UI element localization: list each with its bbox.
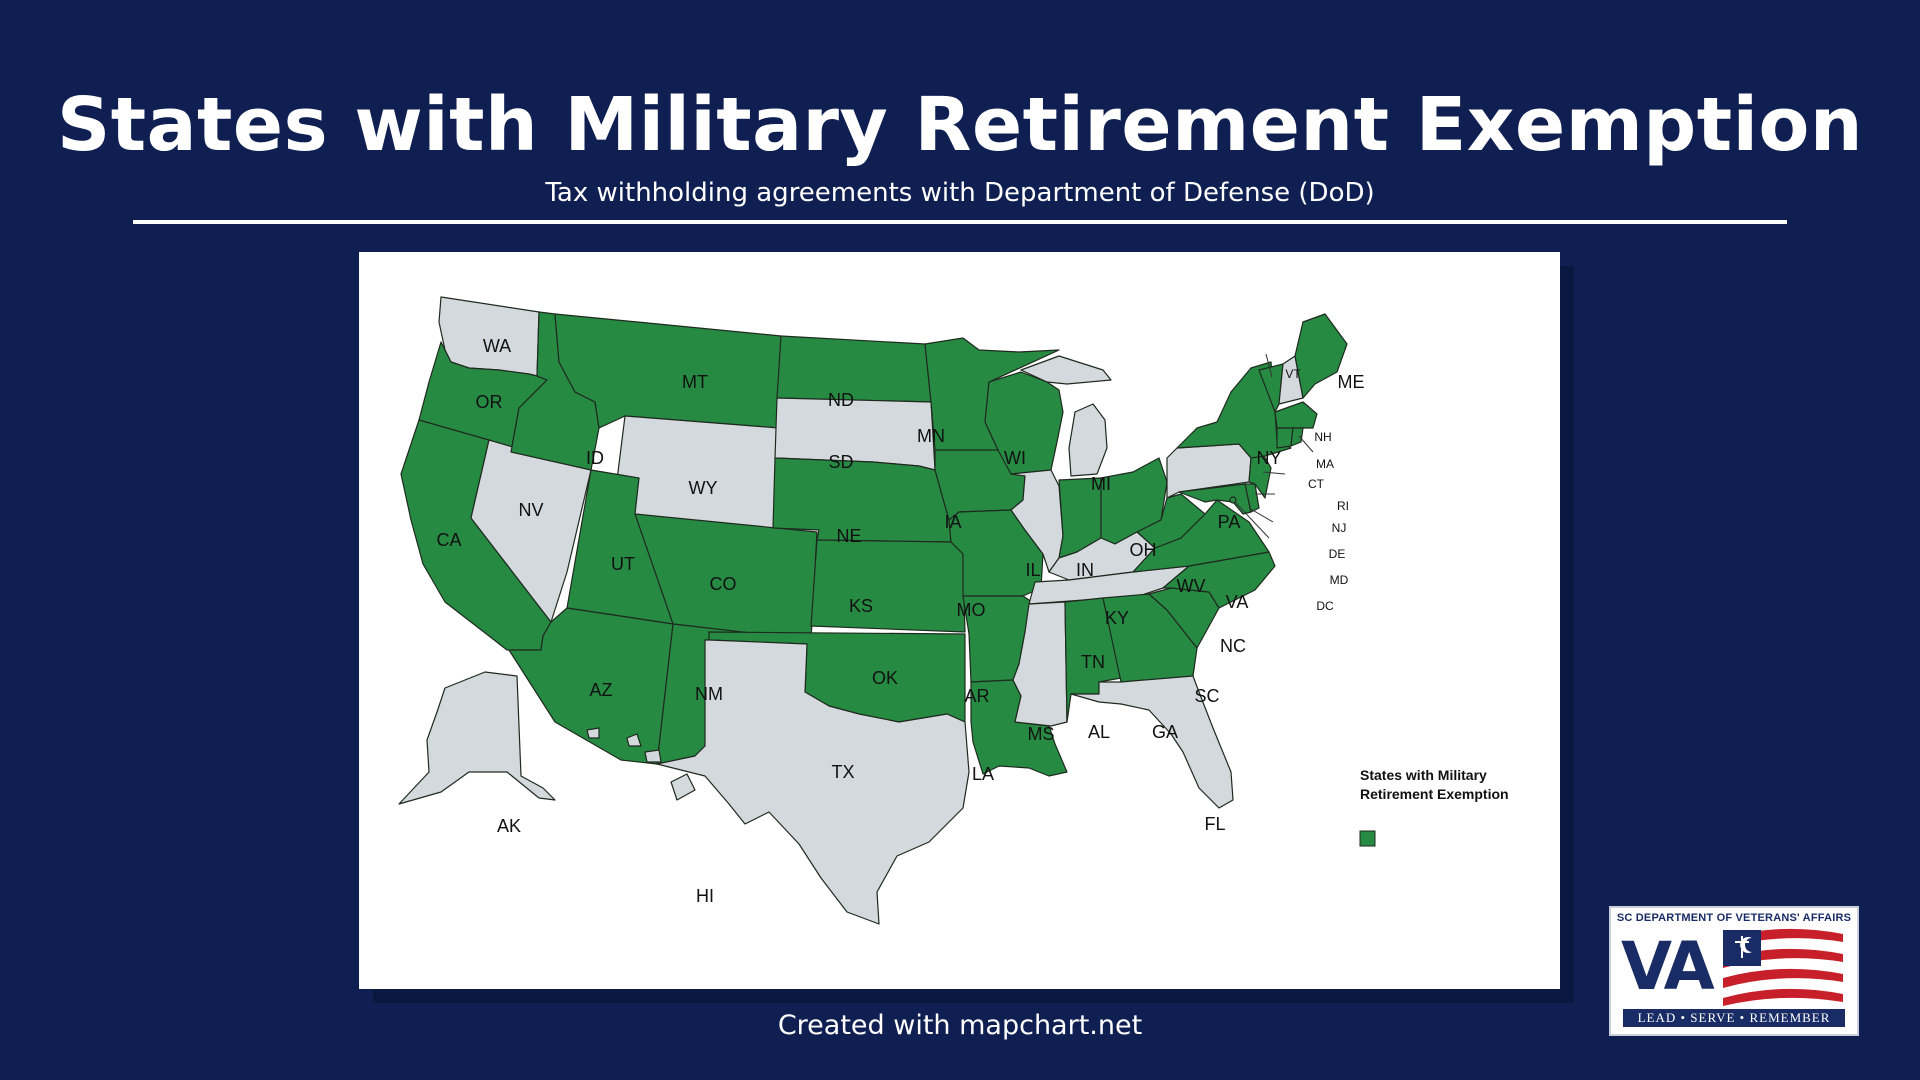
label-nh: NH [1314,430,1331,444]
label-ks: KS [849,596,873,616]
label-nv: NV [518,500,543,520]
label-ne: NE [836,526,861,546]
state-de[interactable] [1244,483,1260,513]
legend-title-line2: Retirement Exemption [1360,786,1509,802]
label-co: CO [710,574,737,594]
label-or: OR [476,392,503,412]
label-oh: OH [1130,540,1157,560]
label-wa: WA [483,336,511,356]
label-vt: VT [1285,367,1301,381]
label-me: ME [1338,372,1365,392]
label-hi: HI [696,886,714,906]
label-ct: CT [1308,477,1325,491]
label-fl: FL [1204,814,1225,834]
state-ak[interactable] [398,671,556,805]
label-al: AL [1088,722,1110,742]
label-va: VA [1226,592,1249,612]
page-subtitle: Tax withholding agreements with Departme… [545,178,1375,208]
label-wy: WY [689,478,718,498]
state-ne[interactable] [772,457,952,543]
label-id: ID [586,448,604,468]
label-ak: AK [497,816,521,836]
credit-text: Created with mapchart.net [777,1010,1143,1041]
label-la: LA [972,764,994,784]
state-wi[interactable] [984,371,1064,475]
state-ks[interactable] [810,539,966,633]
label-az: AZ [589,680,612,700]
label-ri: RI [1337,499,1349,513]
label-sc: SC [1194,686,1219,706]
logo-letters: VA [1621,928,1715,1005]
label-mt: MT [682,372,708,392]
leader-lines [1234,353,1314,539]
label-ar: AR [964,686,989,706]
label-wv: WV [1177,576,1206,596]
label-in: IN [1076,560,1094,580]
label-ga: GA [1152,722,1178,742]
state-tx[interactable] [656,639,970,925]
logo-org-name: SC DEPARTMENT OF VETERANS' AFFAIRS [1616,912,1852,924]
state-il[interactable] [1010,469,1064,573]
label-pa: PA [1218,512,1241,532]
state-nd[interactable] [776,335,932,403]
label-ma: MA [1316,457,1334,471]
map-legend: States with Military Retirement Exemptio… [1359,767,1509,847]
page-title: States with Military Retirement Exemptio… [56,82,1864,168]
label-dc: DC [1316,599,1334,613]
label-ny: NY [1256,448,1281,468]
label-nm: NM [695,684,723,704]
us-map: WA OR CA NV ID MT WY UT CO AZ NM ND SD N… [398,296,1509,925]
label-de: DE [1329,547,1346,561]
label-mi: MI [1091,474,1111,494]
label-nj: NJ [1332,521,1347,535]
state-ri[interactable] [1290,427,1304,447]
label-nc: NC [1220,636,1246,656]
label-wi: WI [1004,448,1026,468]
label-tx: TX [831,762,854,782]
legend-swatch [1359,830,1376,847]
label-ok: OK [872,668,898,688]
label-md: MD [1330,573,1349,587]
logo-motto: LEAD • SERVE • REMEMBER [1623,1009,1845,1027]
label-mn: MN [917,426,945,446]
title-divider [133,220,1787,224]
label-ky: KY [1105,608,1129,628]
state-mi[interactable] [1020,355,1112,477]
label-tn: TN [1081,652,1105,672]
state-me[interactable] [1294,313,1348,399]
label-ut: UT [611,554,635,574]
map-card: WA OR CA NV ID MT WY UT CO AZ NM ND SD N… [359,252,1560,989]
label-mo: MO [957,600,986,620]
label-nd: ND [828,390,854,410]
label-ms: MS [1028,724,1055,744]
state-fl[interactable] [1070,675,1234,809]
flag-icon [1723,928,1843,1006]
label-ca: CA [436,530,461,550]
label-ia: IA [944,512,961,532]
sc-dva-logo: SC DEPARTMENT OF VETERANS' AFFAIRS VA LE… [1609,906,1859,1036]
legend-title-line1: States with Military [1360,767,1487,783]
label-il: IL [1025,560,1040,580]
label-sd: SD [828,452,853,472]
state-hi[interactable] [586,727,696,801]
state-wv[interactable] [1136,493,1206,549]
state-dc[interactable] [1229,496,1237,504]
state-ma[interactable] [1274,401,1318,429]
